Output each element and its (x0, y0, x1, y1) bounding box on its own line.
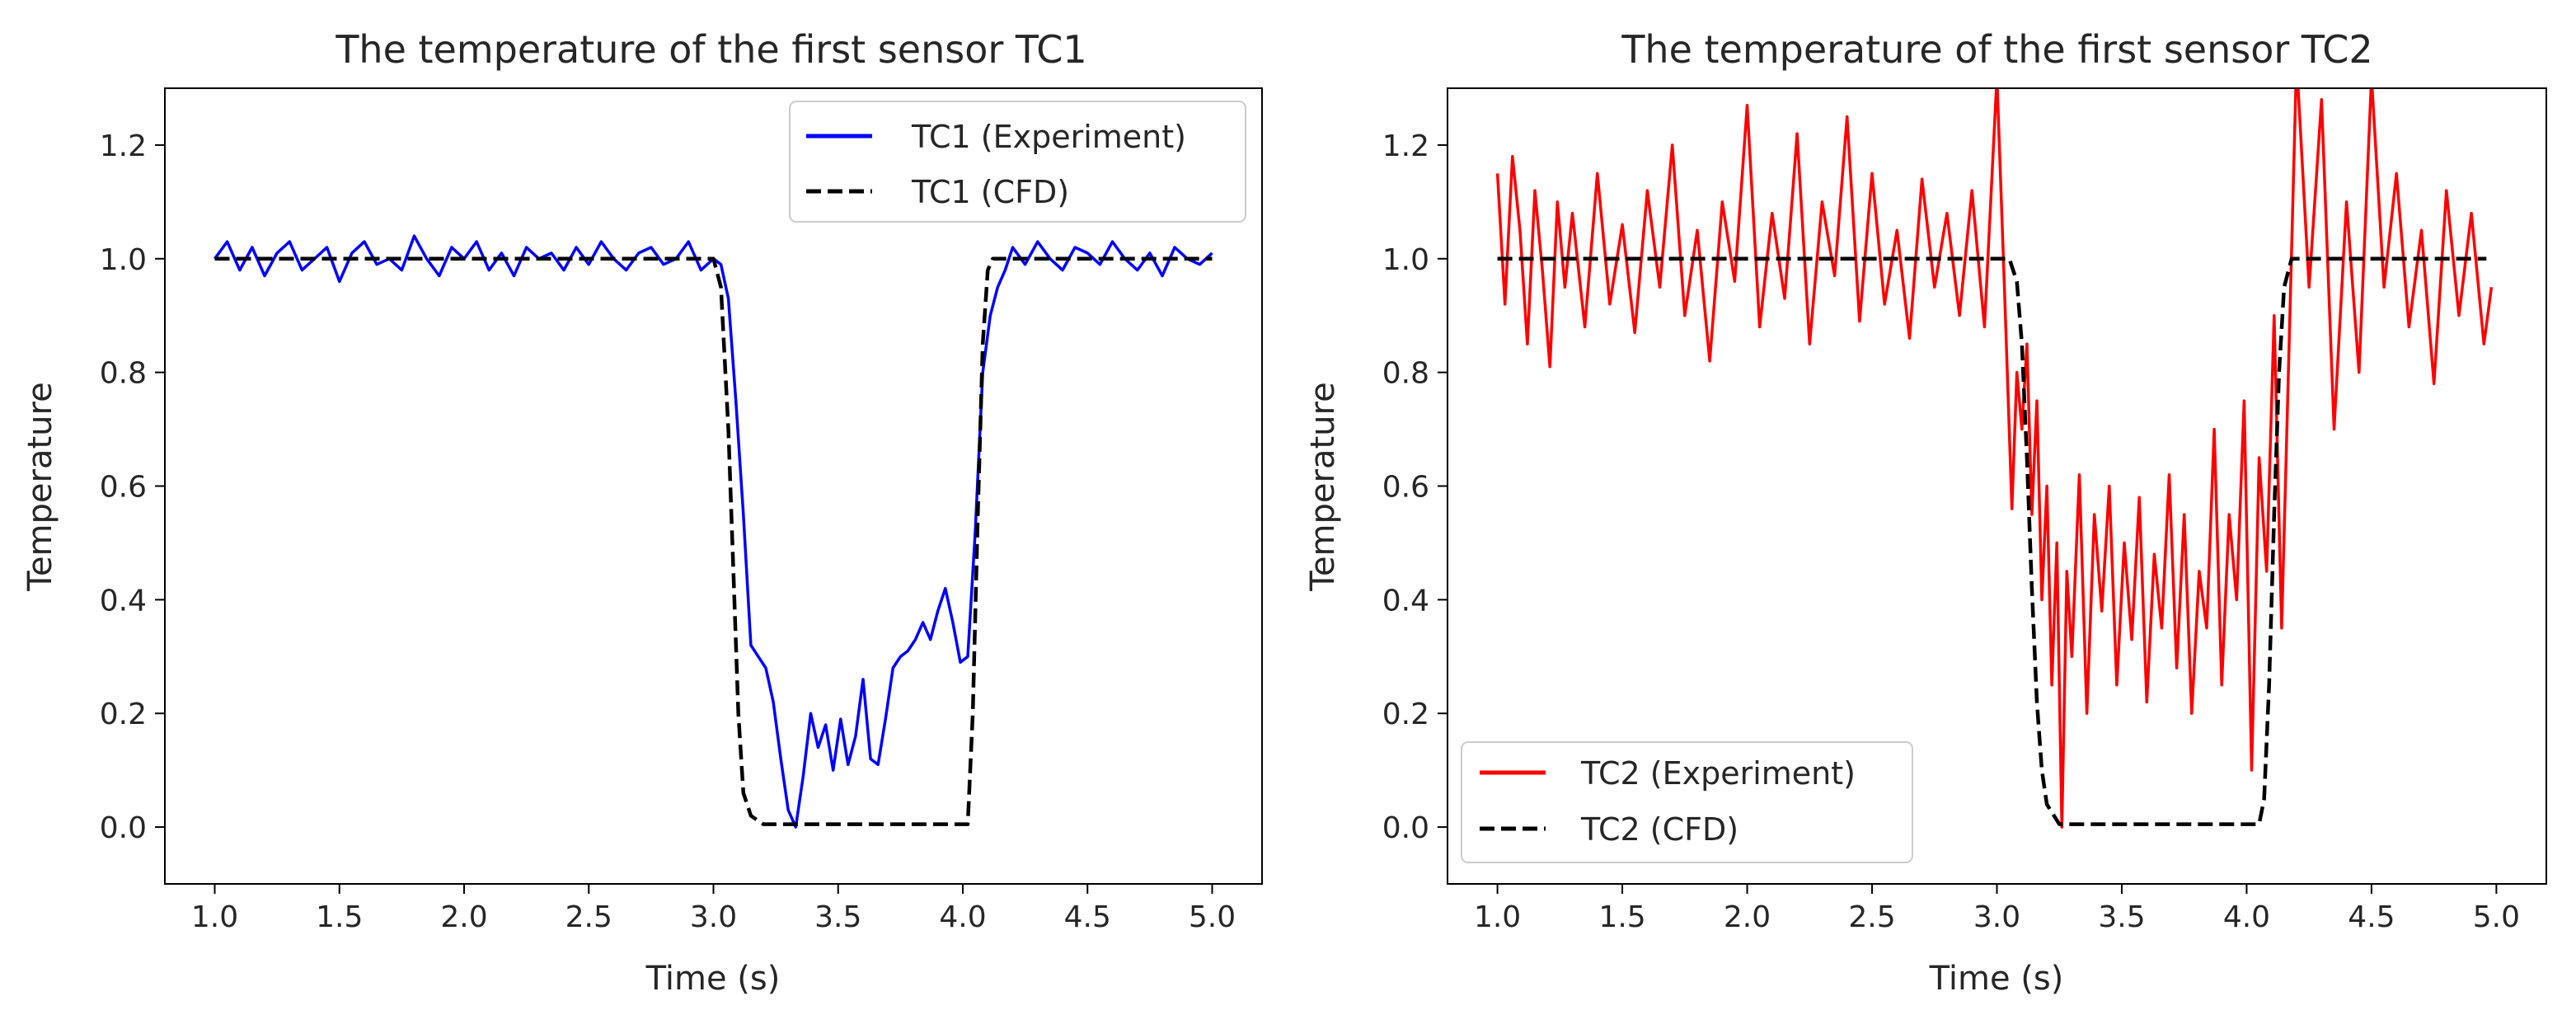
legend: TC1 (Experiment) TC1 (CFD) (789, 101, 1246, 223)
y-tick-label: 0.6 (1382, 471, 1429, 505)
x-tick-label: 3.5 (2098, 900, 2145, 934)
y-tick-label: 0.0 (1382, 811, 1429, 845)
legend-box (789, 101, 1246, 223)
chart-tc2: The temperature of the first sensor TC2 … (1304, 27, 2547, 998)
y-tick-label: 0.2 (1382, 698, 1429, 731)
x-tick-label: 2.0 (1724, 900, 1771, 934)
x-tick-label: 4.5 (2348, 900, 2395, 934)
chart-tc1: The temperature of the first sensor TC1 … (21, 27, 1263, 998)
y-tick-label: 0.4 (100, 584, 147, 618)
x-tick-label: 4.0 (2223, 900, 2270, 934)
legend-label-cfd: TC2 (CFD) (1580, 811, 1738, 848)
y-tick-label: 1.0 (100, 243, 147, 277)
series-group (1495, 88, 2494, 829)
x-axis-label: Time (s) (645, 960, 781, 998)
legend-label-cfd: TC1 (CFD) (911, 174, 1069, 210)
y-tick-label: 0.8 (100, 357, 147, 391)
legend-label-experiment: TC1 (Experiment) (911, 119, 1186, 155)
x-tick-label: 1.0 (1474, 900, 1521, 934)
y-axis-label: Temperature (21, 382, 59, 591)
series-line-tc1-cfd (214, 256, 1213, 826)
x-tick-label: 3.5 (814, 900, 861, 934)
x-tick-label: 5.0 (2473, 900, 2520, 934)
x-tick-label: 1.0 (191, 900, 238, 934)
y-axis-label: Temperature (1304, 382, 1342, 591)
plot-frame (1447, 87, 2547, 885)
series-line-tc1-experiment (213, 234, 1213, 829)
x-tick-label: 2.0 (440, 900, 487, 934)
y-tick-label: 1.0 (1382, 243, 1429, 277)
x-tick-label: 2.5 (1848, 900, 1895, 934)
x-tick-label: 3.0 (690, 900, 737, 934)
legend-box (1461, 741, 1913, 863)
y-tick-label: 1.2 (100, 129, 147, 163)
series-line-tc2-cfd (1497, 256, 2487, 826)
y-tick-label: 0.2 (100, 698, 147, 731)
chart-title: The temperature of the first sensor TC1 (335, 27, 1086, 72)
x-tick-label: 2.5 (565, 900, 612, 934)
legend: TC2 (Experiment) TC2 (CFD) (1461, 741, 1913, 863)
y-tick-label: 0.8 (1382, 357, 1429, 391)
tick-group: 1.0 1.5 2.0 2.5 3.0 3.5 4.0 4.5 5.0 0.0 0.2 0.4 0.6 0… (1382, 129, 2520, 934)
x-tick-label: 4.5 (1064, 900, 1111, 934)
tick-group: 1.0 1.5 2.0 2.5 3.0 3.5 4.0 4.5 5.0 0.0 0.2 0.4 0.6 0… (100, 129, 1236, 934)
series-group (213, 234, 1213, 829)
legend-label-experiment: TC2 (Experiment) (1580, 755, 1856, 792)
x-axis-label: Time (s) (1929, 960, 2064, 998)
x-tick-label: 1.5 (316, 900, 363, 934)
x-tick-label: 5.0 (1189, 900, 1236, 934)
x-tick-label: 3.0 (1973, 900, 2020, 934)
x-tick-label: 1.5 (1598, 900, 1645, 934)
y-tick-label: 0.0 (100, 811, 147, 845)
x-tick-label: 4.0 (939, 900, 986, 934)
y-tick-label: 1.2 (1382, 129, 1429, 163)
plot-frame (164, 87, 1263, 885)
y-tick-label: 0.6 (100, 471, 147, 505)
series-line-tc2-experiment (1495, 88, 2494, 829)
y-tick-label: 0.4 (1382, 584, 1429, 618)
chart-title: The temperature of the first sensor TC2 (1621, 27, 2372, 72)
